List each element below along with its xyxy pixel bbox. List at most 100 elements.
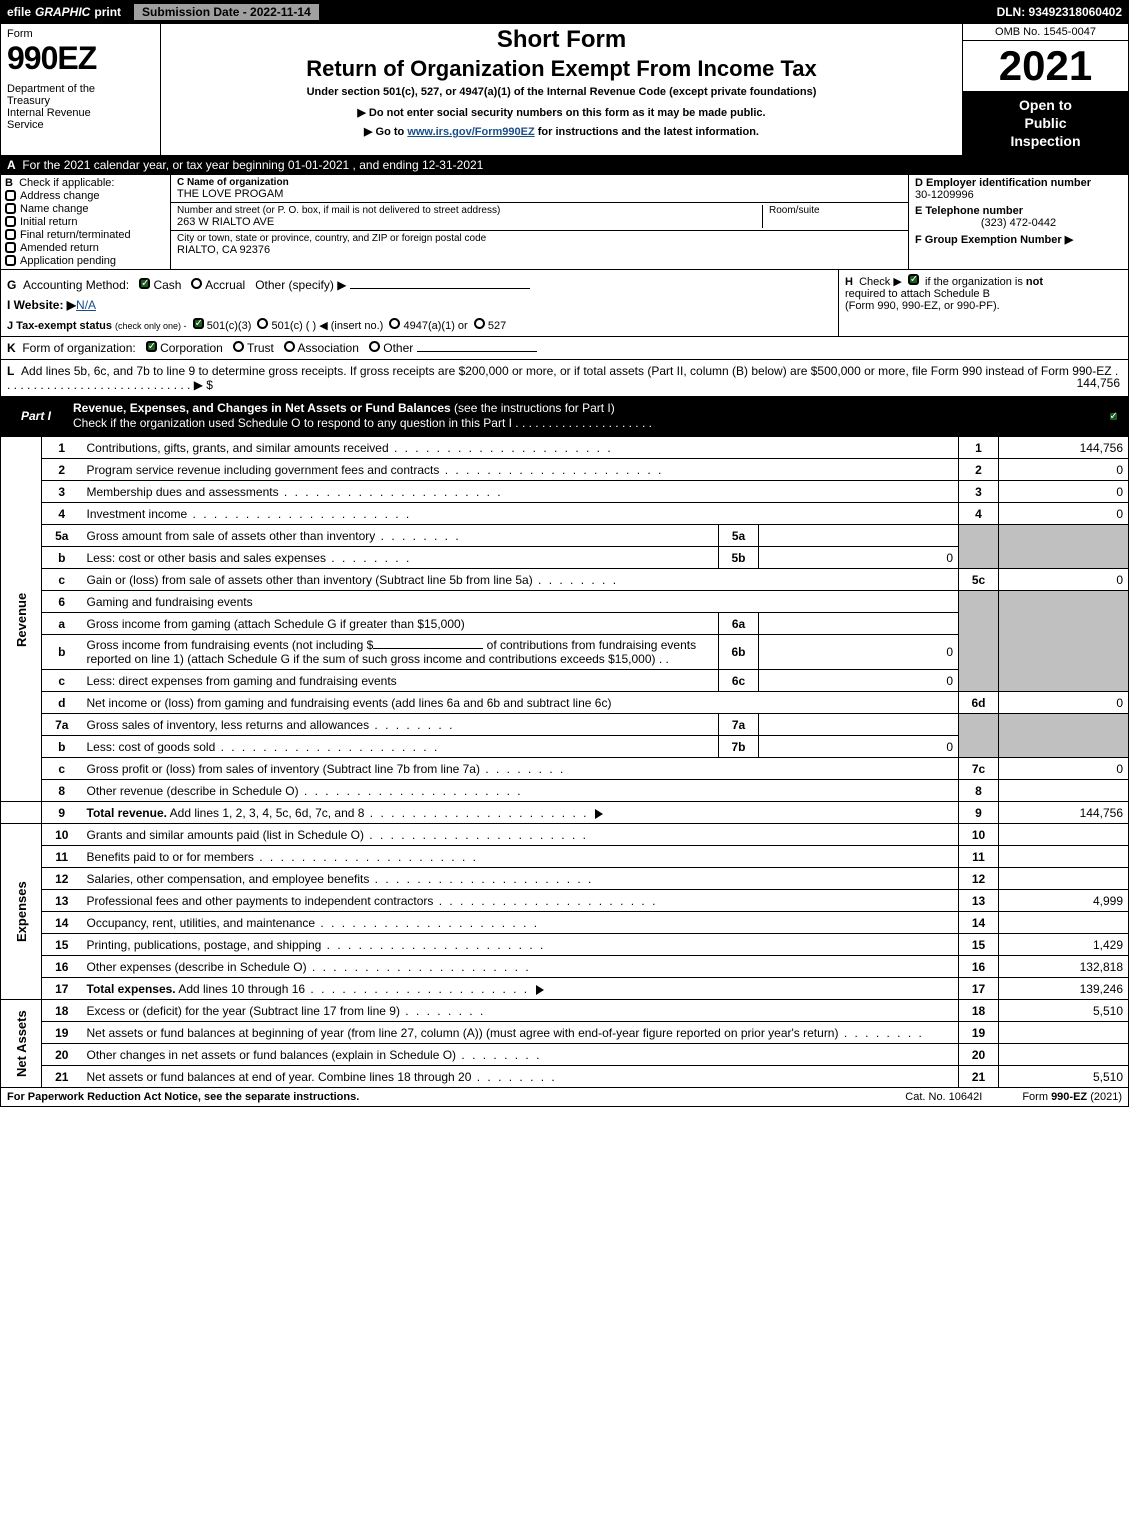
ghij-left: G Accounting Method: Cash Accrual Other … <box>1 270 838 336</box>
line-num: b <box>42 547 82 569</box>
line-amt: 139,246 <box>999 978 1129 1000</box>
line-num: d <box>42 692 82 714</box>
line-ref: 16 <box>959 956 999 978</box>
irs-link[interactable]: www.irs.gov/Form990EZ <box>407 126 534 138</box>
form-number: 990EZ <box>7 40 154 77</box>
line-ref: 3 <box>959 481 999 503</box>
line-desc: Less: direct expenses from gaming and fu… <box>82 670 719 692</box>
subtitle-3: ▶ Go to www.irs.gov/Form990EZ for instru… <box>167 125 956 138</box>
header-center: Short Form Return of Organization Exempt… <box>161 24 962 155</box>
org-address: 263 W RIALTO AVE <box>177 216 762 228</box>
g-accrual: Accrual <box>205 278 245 292</box>
line-10: Expenses 10 Grants and similar amounts p… <box>1 824 1129 846</box>
sub-ref: 5b <box>719 547 759 569</box>
radio-icon[interactable] <box>191 278 202 289</box>
radio-icon[interactable] <box>257 318 268 329</box>
checkbox-icon[interactable] <box>5 255 16 266</box>
c-name-label: C Name of organization <box>177 177 289 188</box>
e-row: E Telephone number (323) 472-0442 <box>909 203 1128 231</box>
section-bcdef: B Check if applicable: Address change Na… <box>0 175 1129 270</box>
line-desc: Membership dues and assessments <box>82 481 959 503</box>
checkbox-checked-icon[interactable] <box>1108 411 1119 422</box>
line-num: a <box>42 613 82 635</box>
g-other-input[interactable] <box>350 288 530 289</box>
line-amt: 5,510 <box>999 1000 1129 1022</box>
header-right: OMB No. 1545-0047 2021 Open toPublicInsp… <box>962 24 1128 155</box>
line-16: 16 Other expenses (describe in Schedule … <box>1 956 1129 978</box>
line-2: 2 Program service revenue including gove… <box>1 459 1129 481</box>
line-amt <box>999 912 1129 934</box>
line-amt: 0 <box>999 503 1129 525</box>
print-label[interactable]: print <box>94 5 121 19</box>
k-other: Other <box>383 341 413 355</box>
org-city: RIALTO, CA 92376 <box>177 244 486 256</box>
sub-ref: 7b <box>719 736 759 758</box>
l-text: Add lines 5b, 6c, and 7b to line 9 to de… <box>7 364 1118 392</box>
column-c: C Name of organization THE LOVE PROGAM N… <box>171 175 908 269</box>
opt-name-change: Name change <box>5 203 166 215</box>
line-amt <box>999 868 1129 890</box>
efile-block: efile GRAPHIC print <box>1 5 127 19</box>
phone-value: (323) 472-0442 <box>915 217 1122 229</box>
line-num: 15 <box>42 934 82 956</box>
radio-icon[interactable] <box>389 318 400 329</box>
checkbox-icon[interactable] <box>5 190 16 201</box>
submission-date: Submission Date - 2022-11-14 <box>133 3 320 21</box>
line-desc: Occupancy, rent, utilities, and maintena… <box>82 912 959 934</box>
line-21: 21 Net assets or fund balances at end of… <box>1 1066 1129 1088</box>
graphic-label: GRAPHIC <box>35 5 90 19</box>
sub-val: 0 <box>759 670 959 692</box>
j-line: J Tax-exempt status (check only one) - 5… <box>7 318 832 332</box>
radio-icon[interactable] <box>369 341 380 352</box>
line-desc: Investment income <box>82 503 959 525</box>
line-desc: Excess or (deficit) for the year (Subtra… <box>82 1000 959 1022</box>
opt-amended-return: Amended return <box>5 242 166 254</box>
checkbox-checked-icon[interactable] <box>146 341 157 352</box>
checkbox-icon[interactable] <box>5 216 16 227</box>
sub3-pre: ▶ Go to <box>364 126 407 138</box>
radio-icon[interactable] <box>233 341 244 352</box>
line-desc: Total revenue. Add lines 1, 2, 3, 4, 5c,… <box>82 802 959 824</box>
expenses-side-label: Expenses <box>1 824 42 1000</box>
j-label: J Tax-exempt status <box>7 320 112 332</box>
opt-address-change: Address change <box>5 190 166 202</box>
h-text4: (Form 990, 990-EZ, or 990-PF). <box>845 300 1000 312</box>
line-desc: Total expenses. Add lines 10 through 16 <box>82 978 959 1000</box>
part-label: Part I <box>1 397 65 436</box>
checkbox-icon[interactable] <box>5 229 16 240</box>
opt-label: Application pending <box>20 255 116 267</box>
subtitle-1: Under section 501(c), 527, or 4947(a)(1)… <box>167 86 956 98</box>
line-ref: 8 <box>959 780 999 802</box>
part-check-line: Check if the organization used Schedule … <box>73 416 652 430</box>
form-header: Form 990EZ Department of theTreasuryInte… <box>0 24 1129 156</box>
j-501c3: 501(c)(3) <box>207 320 252 332</box>
l-amount: 144,756 <box>1077 376 1120 390</box>
checkbox-checked-icon[interactable] <box>908 274 919 285</box>
k-other-input[interactable] <box>417 351 537 352</box>
line-ref: 7c <box>959 758 999 780</box>
column-def: D Employer identification number 30-1209… <box>908 175 1128 269</box>
section-ghij: G Accounting Method: Cash Accrual Other … <box>0 270 1129 337</box>
line-6: 6 Gaming and fundraising events <box>1 591 1129 613</box>
radio-icon[interactable] <box>284 341 295 352</box>
checkbox-icon[interactable] <box>5 203 16 214</box>
line-num: c <box>42 569 82 591</box>
top-bar: efile GRAPHIC print Submission Date - 20… <box>0 0 1129 24</box>
checkbox-checked-icon[interactable] <box>193 318 204 329</box>
sub-val: 0 <box>759 635 959 670</box>
line-desc: Gross sales of inventory, less returns a… <box>82 714 719 736</box>
line-num: c <box>42 758 82 780</box>
line-1: Revenue 1 Contributions, gifts, grants, … <box>1 437 1129 459</box>
line-ref: 17 <box>959 978 999 1000</box>
checkbox-checked-icon[interactable] <box>139 278 150 289</box>
website-link[interactable]: N/A <box>76 298 96 312</box>
j-501c: 501(c) ( ) ◀ (insert no.) <box>272 320 384 332</box>
sub-ref: 6c <box>719 670 759 692</box>
checkbox-icon[interactable] <box>5 242 16 253</box>
line-desc: Other changes in net assets or fund bala… <box>82 1044 959 1066</box>
radio-icon[interactable] <box>474 318 485 329</box>
line-num: 12 <box>42 868 82 890</box>
line-7c: c Gross profit or (loss) from sales of i… <box>1 758 1129 780</box>
sub-val: 0 <box>759 547 959 569</box>
page-footer: For Paperwork Reduction Act Notice, see … <box>0 1088 1129 1107</box>
